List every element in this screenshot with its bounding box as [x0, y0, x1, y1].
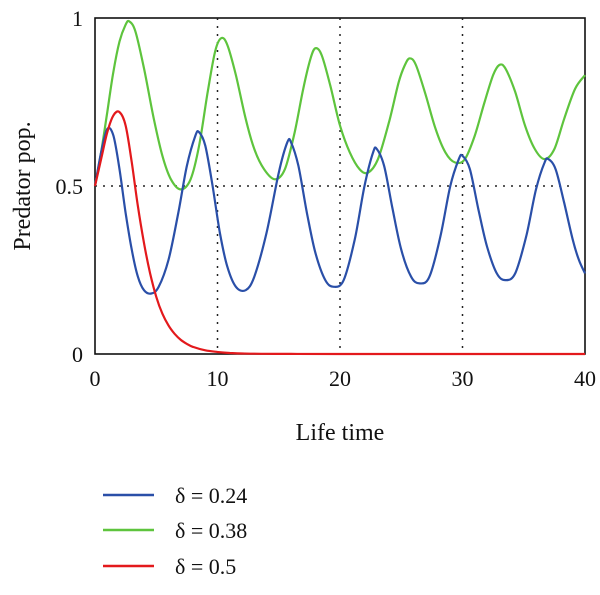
series-lines: [93, 19, 587, 356]
series-line-0: [93, 126, 587, 295]
x-axis-label: Life time: [296, 420, 385, 446]
x-tick-label: 10: [207, 366, 229, 391]
legend: δ = 0.24 δ = 0.38 δ = 0.5: [103, 483, 247, 579]
x-tick-label: 30: [452, 366, 474, 391]
x-tick-label: 0: [90, 366, 101, 391]
legend-label-1: δ = 0.38: [175, 518, 247, 543]
x-axis-tick-labels: 0 10 20 30 40: [90, 366, 597, 391]
y-axis-tick-labels: 00.51: [56, 6, 84, 367]
x-tick-label: 40: [574, 366, 596, 391]
y-tick-label: 1: [72, 6, 83, 31]
legend-label-0: δ = 0.24: [175, 483, 247, 508]
plot-area: [93, 17, 587, 356]
x-tick-label: 20: [329, 366, 351, 391]
series-line-2: [93, 110, 585, 356]
y-tick-label: 0.5: [56, 174, 84, 199]
y-tick-label: 0: [72, 342, 83, 367]
legend-label-2: δ = 0.5: [175, 554, 236, 579]
y-axis-label: Predator pop.: [10, 121, 36, 250]
reference-lines: [95, 18, 573, 354]
series-line-1: [93, 19, 586, 191]
